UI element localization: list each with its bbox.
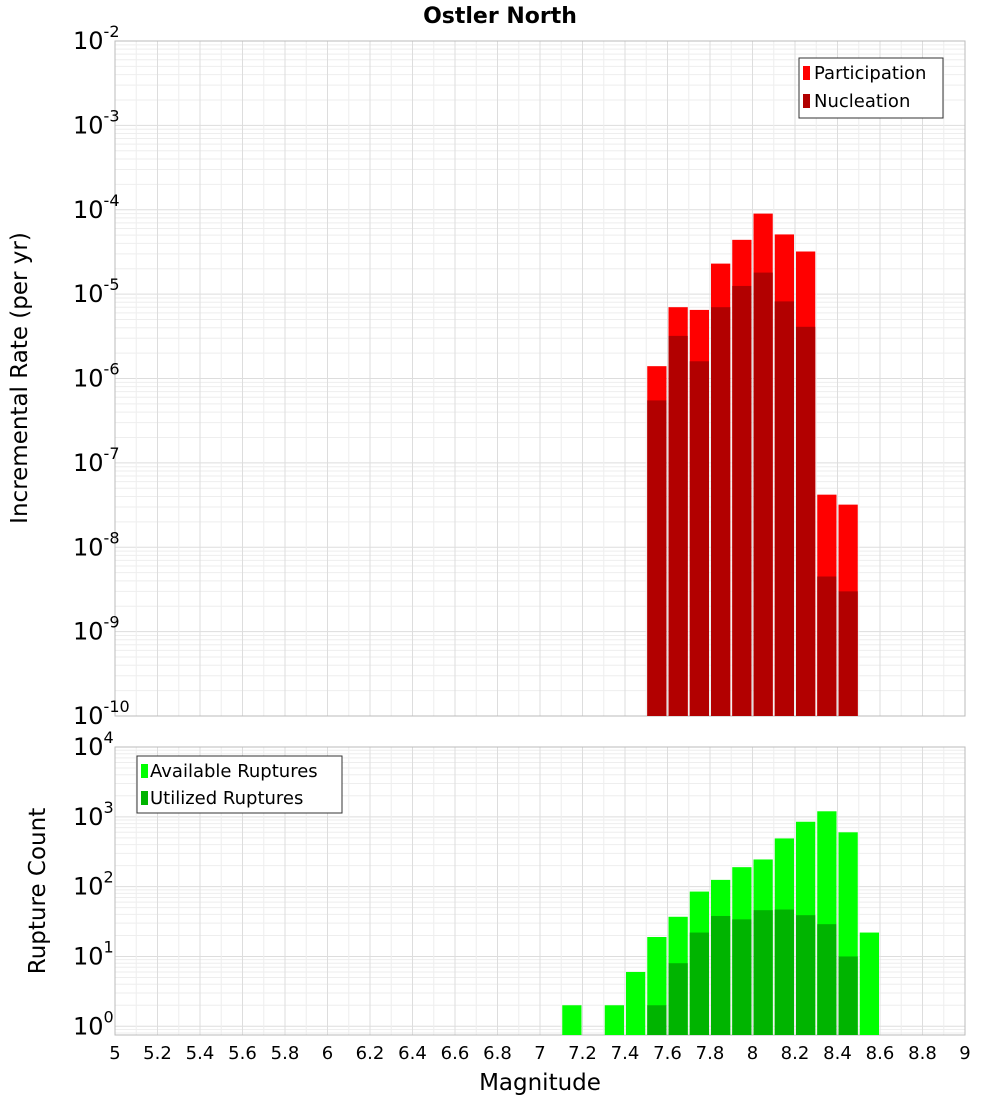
bottom-bar-utilized-ruptures xyxy=(647,1005,667,1035)
x-tick-label: 7.6 xyxy=(653,1043,682,1064)
x-tick-label: 6 xyxy=(322,1043,333,1064)
bottom-bar-available-ruptures xyxy=(604,1005,624,1035)
top-y-tick-label: 10-7 xyxy=(73,444,120,477)
bottom-bar-available-ruptures xyxy=(626,971,646,1035)
chart-title: Ostler North xyxy=(423,4,577,29)
x-tick-label: 7.8 xyxy=(696,1043,725,1064)
legend-label-utilized-ruptures: Utilized Ruptures xyxy=(150,788,303,809)
top-legend: Participation Nucleation xyxy=(798,57,944,119)
bottom-bar-utilized-ruptures xyxy=(796,915,816,1035)
top-bar-nucleation xyxy=(647,400,667,716)
legend-label-participation: Participation xyxy=(814,63,926,84)
bottom-y-tick-label: 103 xyxy=(73,798,114,831)
legend-label-nucleation: Nucleation xyxy=(814,91,910,112)
top-bar-nucleation xyxy=(774,301,794,716)
bottom-bar-utilized-ruptures xyxy=(689,932,709,1035)
legend-label-available-ruptures: Available Ruptures xyxy=(150,761,318,782)
bottom-panel-frame xyxy=(114,746,966,1036)
x-tick-label: 9 xyxy=(959,1043,970,1064)
x-tick-label: 8.6 xyxy=(866,1043,895,1064)
bottom-legend: Available Ruptures Utilized Ruptures xyxy=(136,755,343,814)
x-tick-label: 6.2 xyxy=(356,1043,385,1064)
top-panel-grid xyxy=(114,41,966,717)
x-axis-label: Magnitude xyxy=(479,1070,601,1096)
bottom-y-tick-labels: 100 101 102 103 104 xyxy=(73,728,114,1040)
bottom-y-tick-label: 102 xyxy=(73,868,114,901)
top-y-tick-labels: 10-10 10-9 10-8 10-7 10-6 10-5 10-4 10-3 10-2 xyxy=(73,22,130,730)
legend-swatch-participation xyxy=(803,66,810,80)
bottom-bar-available-ruptures xyxy=(859,932,879,1035)
x-tick-label: 8.8 xyxy=(908,1043,937,1064)
x-tick-label: 5.8 xyxy=(271,1043,300,1064)
x-tick-label: 8.2 xyxy=(781,1043,810,1064)
top-panel-frame xyxy=(114,40,966,717)
top-y-tick-label: 10-5 xyxy=(73,275,120,308)
top-y-tick-label: 10-9 xyxy=(73,613,120,646)
top-y-tick-label: 10-8 xyxy=(73,528,120,561)
top-y-tick-label: 10-10 xyxy=(73,697,130,730)
x-tick-label: 8.4 xyxy=(823,1043,852,1064)
x-tick-label: 7.2 xyxy=(568,1043,597,1064)
bottom-bar-utilized-ruptures xyxy=(732,919,752,1035)
x-tick-label: 8 xyxy=(747,1043,758,1064)
legend-swatch-available-ruptures xyxy=(141,764,148,778)
x-tick-label: 5.2 xyxy=(143,1043,172,1064)
x-tick-label: 5.6 xyxy=(228,1043,257,1064)
top-panel-bars xyxy=(647,213,858,717)
bottom-y-tick-label: 100 xyxy=(73,1007,114,1040)
bottom-y-tick-label: 101 xyxy=(73,937,114,970)
x-tick-label: 6.4 xyxy=(398,1043,427,1064)
bottom-bar-utilized-ruptures xyxy=(711,915,731,1035)
bottom-y-tick-label: 104 xyxy=(73,728,114,761)
top-y-tick-label: 10-2 xyxy=(73,22,120,55)
top-bar-nucleation xyxy=(689,361,709,716)
bottom-bar-utilized-ruptures xyxy=(668,963,688,1035)
top-y-axis-label: Incremental Rate (per yr) xyxy=(7,232,33,524)
x-tick-label: 7.4 xyxy=(611,1043,640,1064)
top-y-tick-label: 10-4 xyxy=(73,191,120,224)
bottom-y-axis-label: Rupture Count xyxy=(25,808,51,974)
x-tick-label: 6.8 xyxy=(483,1043,512,1064)
x-tick-label: 7 xyxy=(534,1043,545,1064)
top-y-tick-label: 10-3 xyxy=(73,106,120,139)
x-tick-labels: 5 5.2 5.4 5.6 5.8 6 6.2 6.4 6.6 6.8 7 7.2 7.4 7.6 7.8 8… xyxy=(109,1043,970,1064)
x-tick-label: 5.4 xyxy=(186,1043,215,1064)
bottom-panel-bars xyxy=(562,811,879,1035)
top-bar-nucleation xyxy=(668,335,688,716)
bottom-legend-box xyxy=(136,755,343,814)
x-tick-label: 5 xyxy=(109,1043,120,1064)
legend-swatch-nucleation xyxy=(803,94,810,108)
top-bar-nucleation xyxy=(796,326,816,716)
bottom-bar-utilized-ruptures xyxy=(774,909,794,1035)
top-y-tick-label: 10-6 xyxy=(73,360,120,393)
bottom-bar-utilized-ruptures xyxy=(838,956,858,1035)
x-tick-label: 6.6 xyxy=(441,1043,470,1064)
top-legend-box xyxy=(798,57,944,119)
bottom-bar-available-ruptures xyxy=(562,1005,582,1035)
bottom-bar-utilized-ruptures xyxy=(817,924,837,1035)
legend-swatch-utilized-ruptures xyxy=(141,791,148,805)
top-bar-nucleation xyxy=(838,591,858,716)
top-bar-nucleation xyxy=(753,272,773,716)
top-bar-nucleation xyxy=(732,285,752,716)
bottom-bar-utilized-ruptures xyxy=(753,910,773,1035)
top-bar-nucleation xyxy=(711,307,731,716)
top-bar-nucleation xyxy=(817,576,837,716)
